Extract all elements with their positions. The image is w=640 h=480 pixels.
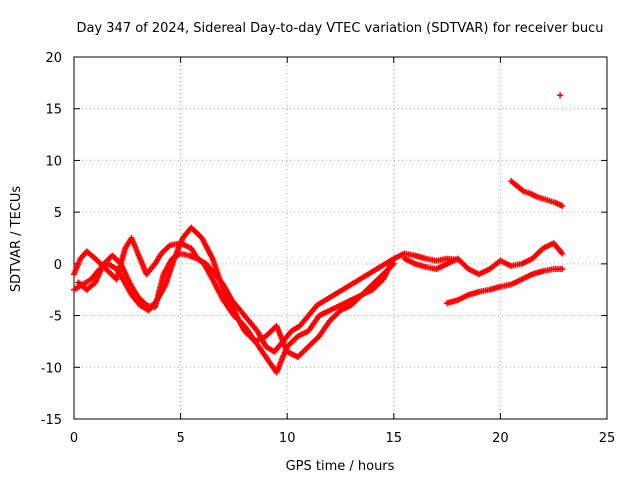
y-axis-label: SDTVAR / TECUs [9,186,24,293]
y-tick-label: 15 [45,103,62,118]
axis-ticks: 0 5 10 15 20 25 -15 -10 -5 0 5 10 15 20 [41,51,616,446]
y-tick-label: 20 [45,51,62,66]
y-tick-label: 10 [45,154,62,169]
data-points [71,92,566,376]
y-tick-label: -15 [41,413,62,428]
chart-title: Day 347 of 2024, Sidereal Day-to-day VTE… [76,21,603,36]
x-tick-label: 15 [386,431,403,446]
data-point [390,255,397,262]
data-point [559,250,566,257]
x-tick-label: 25 [599,431,616,446]
x-tick-label: 20 [492,431,509,446]
data-point [390,260,397,267]
plot-frame [73,56,608,420]
y-tick-label: 5 [54,206,62,221]
data-point [559,266,566,273]
series-outlier [557,92,564,99]
series-track-b [71,224,397,360]
series-track-e [444,266,566,307]
y-tick-label: 0 [54,258,62,273]
y-tick-label: -10 [41,361,62,376]
y-tick-label: -5 [49,310,62,325]
x-axis-label: GPS time / hours [286,459,395,474]
data-point [559,202,566,209]
series-track-f [508,178,566,209]
x-tick-label: 5 [176,431,184,446]
plot-border [73,56,608,420]
x-tick-label: 0 [70,431,78,446]
x-tick-label: 10 [279,431,296,446]
data-point [557,92,564,99]
series-track-c [75,250,397,355]
series-track-d [401,240,566,278]
